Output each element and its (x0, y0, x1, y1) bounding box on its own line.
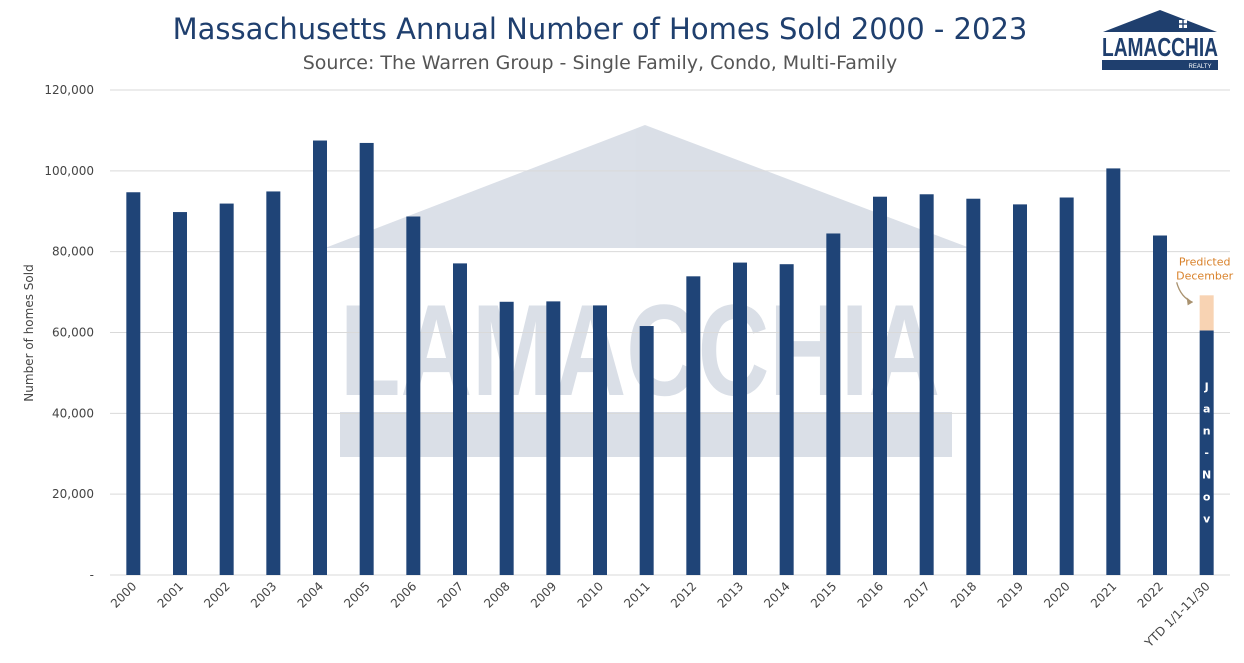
bar (219, 203, 234, 575)
bar (173, 212, 187, 575)
x-tick-label: 2022 (1135, 579, 1166, 610)
x-tick-label: 2011 (621, 579, 652, 610)
x-tick-label: 2020 (1041, 579, 1072, 610)
chart-title: Massachusetts Annual Number of Homes Sol… (172, 12, 1028, 46)
bar (1153, 235, 1167, 575)
x-tick-label: 2018 (948, 579, 979, 610)
y-tick-label: 100,000 (44, 164, 94, 178)
bar (779, 264, 794, 575)
bar (359, 142, 374, 575)
y-tick-label: 20,000 (52, 487, 94, 501)
bar (826, 233, 841, 575)
y-tick-label: - (90, 568, 94, 582)
x-tick-label: 2009 (528, 579, 559, 610)
x-tick-label: 2007 (435, 579, 466, 610)
y-tick-label: 60,000 (52, 326, 94, 340)
x-tick-label: 2006 (388, 579, 419, 610)
bar (266, 191, 281, 575)
x-tick-label: 2016 (855, 579, 886, 610)
bar-note-char: n (1203, 424, 1211, 437)
x-tick-label: 2017 (901, 579, 932, 610)
x-tick-label: 2002 (201, 579, 232, 610)
bar (1106, 168, 1121, 576)
x-tick-label: 2013 (715, 579, 746, 610)
bar-note-char: N (1202, 468, 1211, 481)
bar (406, 216, 421, 576)
bar (546, 301, 561, 575)
x-tick-label: 2019 (995, 579, 1026, 610)
x-tick-label: 2000 (108, 579, 139, 610)
bar-note-char: a (1203, 402, 1210, 415)
x-tick-label: 2012 (668, 579, 699, 610)
x-tick-label: 2004 (295, 579, 326, 610)
bar (873, 196, 887, 575)
x-tick-label: 2010 (575, 579, 606, 610)
annotation-arrow (1176, 282, 1193, 303)
bar (1059, 197, 1074, 575)
x-tick-label: 2008 (481, 579, 512, 610)
bar (733, 262, 747, 575)
y-tick-label: 80,000 (52, 245, 94, 259)
bar-note-char: o (1203, 490, 1211, 503)
annotation-label: Predicted (1179, 255, 1231, 268)
bar (919, 194, 934, 575)
bar-note-char: J (1204, 380, 1209, 393)
bar (686, 276, 701, 575)
y-axis-label: Number of homes Sold (22, 264, 36, 401)
bar (126, 192, 141, 576)
x-tick-label: 2014 (761, 579, 792, 610)
x-tick-label: 2015 (808, 579, 839, 610)
x-tick-label: 2003 (248, 579, 279, 610)
bar (966, 198, 981, 576)
chart-subtitle: Source: The Warren Group - Single Family… (302, 52, 898, 74)
x-tick-label: 2005 (341, 579, 372, 610)
bar (499, 301, 514, 575)
bar (639, 326, 654, 575)
brand-logo-tagline: REALTY (1189, 64, 1212, 70)
y-tick-label: 40,000 (52, 406, 94, 420)
bar (453, 263, 467, 575)
y-tick-label: 120,000 (44, 83, 94, 97)
bar (1199, 330, 1214, 575)
bar (313, 140, 327, 576)
bar-predicted-segment (1199, 295, 1214, 331)
x-tick-label: 2001 (155, 579, 186, 610)
bar-note-char: v (1203, 512, 1211, 525)
brand-logo: LAMACCHIA REALTY (1102, 10, 1218, 70)
x-tick-label: 2021 (1088, 579, 1119, 610)
annotation-arrowhead (1186, 297, 1193, 306)
bar (1013, 204, 1027, 576)
brand-logo-name: LAMACCHIA (1102, 32, 1218, 62)
bar (593, 305, 607, 575)
annotation-label: December (1176, 269, 1234, 282)
bar-note-char: - (1204, 446, 1209, 459)
